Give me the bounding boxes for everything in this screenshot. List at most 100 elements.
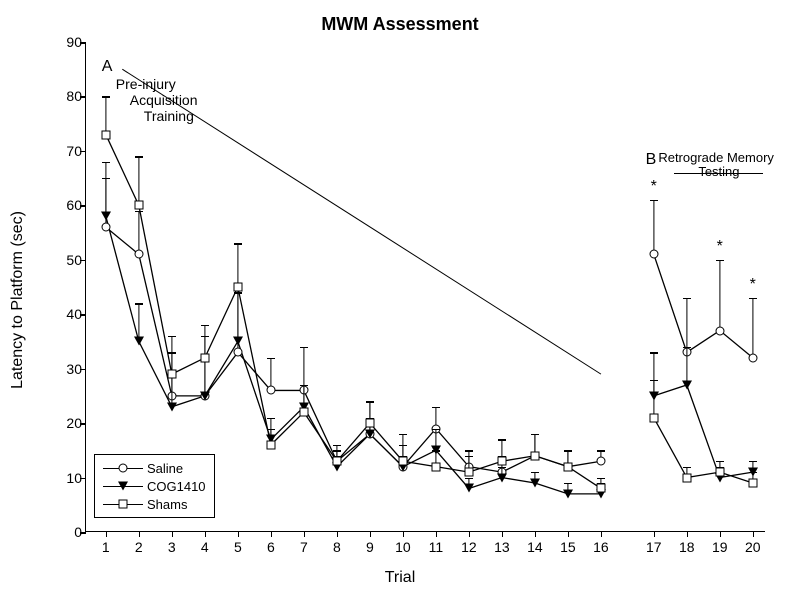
error-cap	[432, 429, 440, 430]
error-cap	[564, 483, 572, 484]
y-tick-label: 60	[44, 197, 82, 213]
error-cap	[168, 336, 176, 337]
y-tick	[80, 205, 86, 207]
error-cap	[650, 380, 658, 381]
x-axis-label: Trial	[385, 569, 416, 587]
y-tick-label: 20	[44, 415, 82, 431]
data-point-marker	[596, 484, 605, 493]
y-tick	[80, 96, 86, 98]
x-tick-label: 15	[560, 539, 576, 555]
panel-a-annotation: APre-injuryAcquisitionTraining	[102, 58, 198, 124]
legend-row: Shams	[103, 495, 206, 513]
x-tick	[238, 531, 240, 537]
error-cap	[135, 303, 143, 304]
x-tick-label: 6	[267, 539, 275, 555]
data-point-marker	[530, 479, 540, 488]
error-bar	[138, 303, 139, 341]
data-point-marker	[266, 440, 275, 449]
x-tick-label: 18	[679, 539, 695, 555]
error-cap	[465, 456, 473, 457]
legend-label: COG1410	[147, 479, 206, 494]
error-cap	[333, 450, 341, 451]
data-point-marker	[200, 353, 209, 362]
data-point-marker	[101, 223, 110, 232]
data-point-marker	[563, 462, 572, 471]
panel-b-annotation: BRetrograde MemoryTesting	[646, 151, 774, 180]
y-tick	[80, 423, 86, 425]
error-cap	[267, 429, 275, 430]
y-tick	[80, 478, 86, 480]
legend-label: Shams	[147, 497, 187, 512]
error-bar	[719, 260, 720, 331]
data-point-marker	[101, 212, 111, 221]
x-tick	[687, 531, 689, 537]
error-bar	[138, 156, 139, 205]
significance-marker: *	[750, 276, 756, 294]
data-point-marker	[596, 457, 605, 466]
x-tick	[469, 531, 471, 537]
data-point-marker	[398, 457, 407, 466]
error-cap	[102, 178, 110, 179]
error-bar	[237, 243, 238, 287]
data-point-marker	[682, 381, 692, 390]
error-cap	[234, 243, 242, 244]
data-point-marker	[649, 250, 658, 259]
data-point-marker	[119, 464, 128, 473]
legend-row: COG1410	[103, 477, 206, 495]
x-tick	[271, 531, 273, 537]
y-tick	[80, 532, 86, 534]
error-cap	[650, 352, 658, 353]
error-bar	[653, 200, 654, 254]
error-cap	[716, 461, 724, 462]
error-cap	[432, 450, 440, 451]
x-tick	[205, 531, 207, 537]
y-tick-label: 10	[44, 470, 82, 486]
data-point-marker	[497, 473, 507, 482]
error-bar	[752, 298, 753, 358]
error-bar	[237, 292, 238, 341]
data-point-marker	[431, 462, 440, 471]
error-cap	[683, 467, 691, 468]
data-point-marker	[464, 484, 474, 493]
data-point-marker	[563, 489, 573, 498]
y-axis-label: Latency to Platform (sec)	[9, 211, 27, 389]
data-point-marker	[682, 473, 691, 482]
x-tick-label: 5	[234, 539, 242, 555]
data-point-marker	[649, 413, 658, 422]
data-point-marker	[266, 386, 275, 395]
data-point-marker	[299, 408, 308, 417]
x-tick	[139, 531, 141, 537]
data-point-marker	[134, 250, 143, 259]
x-tick-label: 3	[168, 539, 176, 555]
data-point-marker	[365, 430, 375, 439]
x-tick	[304, 531, 306, 537]
error-cap	[333, 445, 341, 446]
legend: Saline COG1410 Shams	[94, 454, 215, 518]
x-tick	[370, 531, 372, 537]
error-cap	[465, 478, 473, 479]
error-cap	[366, 401, 374, 402]
x-tick-label: 11	[429, 539, 444, 555]
data-point-marker	[119, 500, 128, 509]
x-tick-label: 12	[461, 539, 477, 555]
legend-label: Saline	[147, 461, 183, 476]
data-point-marker	[748, 479, 757, 488]
x-tick-label: 13	[494, 539, 510, 555]
data-point-marker	[200, 391, 210, 400]
error-cap	[399, 434, 407, 435]
y-tick	[80, 151, 86, 153]
data-point-marker	[167, 402, 177, 411]
error-bar	[171, 336, 172, 374]
data-point-marker	[167, 370, 176, 379]
data-point-marker	[715, 326, 724, 335]
error-cap	[201, 325, 209, 326]
error-cap	[102, 162, 110, 163]
y-tick-label: 40	[44, 306, 82, 322]
error-cap	[498, 439, 506, 440]
significance-marker: *	[651, 178, 657, 196]
y-tick-label: 50	[44, 252, 82, 268]
y-tick-label: 0	[44, 524, 82, 540]
error-cap	[135, 156, 143, 157]
data-point-marker	[365, 419, 374, 428]
y-tick-label: 90	[44, 34, 82, 50]
